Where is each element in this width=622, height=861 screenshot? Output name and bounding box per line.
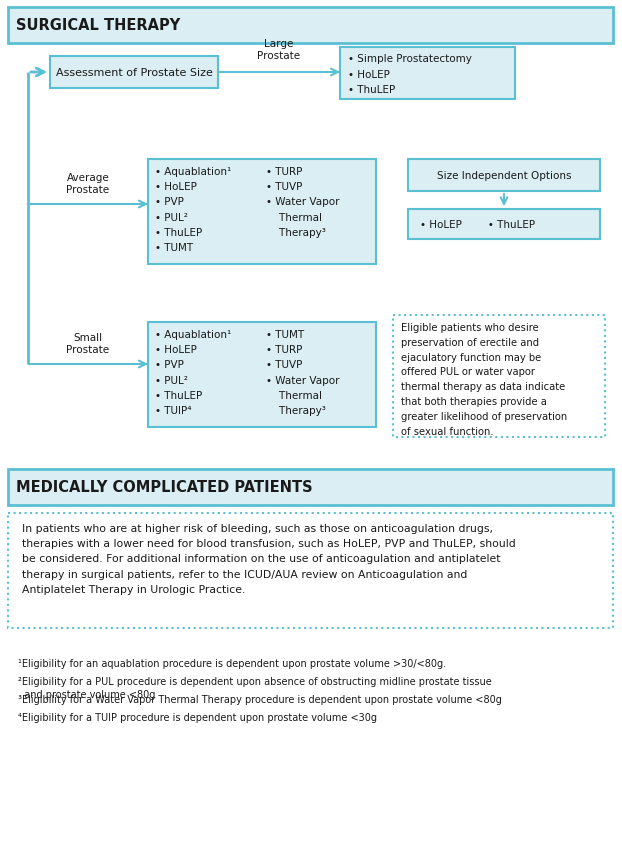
Text: • Simple Prostatectomy
• HoLEP
• ThuLEP: • Simple Prostatectomy • HoLEP • ThuLEP [348,54,472,95]
Text: • TUMT
• TURP
• TUVP
• Water Vapor
    Thermal
    Therapy³: • TUMT • TURP • TUVP • Water Vapor Therm… [266,330,340,416]
FancyBboxPatch shape [393,316,605,437]
FancyBboxPatch shape [340,48,515,100]
FancyBboxPatch shape [50,57,218,89]
Text: ¹Eligibility for an aquablation procedure is dependent upon prostate volume >30/: ¹Eligibility for an aquablation procedur… [18,659,446,668]
Text: MEDICALLY COMPLICATED PATIENTS: MEDICALLY COMPLICATED PATIENTS [16,480,313,495]
FancyBboxPatch shape [148,323,376,428]
Text: Average
Prostate: Average Prostate [67,173,109,195]
FancyBboxPatch shape [8,469,613,505]
Text: Assessment of Prostate Size: Assessment of Prostate Size [55,68,213,77]
FancyBboxPatch shape [408,160,600,192]
FancyBboxPatch shape [408,210,600,239]
Text: Size Independent Options: Size Independent Options [437,170,571,181]
Text: ⁴Eligibility for a TUIP procedure is dependent upon prostate volume <30g: ⁴Eligibility for a TUIP procedure is dep… [18,712,377,722]
Text: SURGICAL THERAPY: SURGICAL THERAPY [16,18,180,34]
Text: Eligible patients who desire
preservation of erectile and
ejaculatory function m: Eligible patients who desire preservatio… [401,323,567,436]
Text: • Aquablation¹
• HoLEP
• PVP
• PUL²
• ThuLEP
• TUIP⁴: • Aquablation¹ • HoLEP • PVP • PUL² • Th… [155,330,231,416]
FancyBboxPatch shape [8,513,613,629]
FancyBboxPatch shape [148,160,376,264]
Text: • HoLEP        • ThuLEP: • HoLEP • ThuLEP [420,220,535,230]
Text: ³Eligibility for a Water Vapor Thermal Therapy procedure is dependent upon prost: ³Eligibility for a Water Vapor Thermal T… [18,694,502,704]
Text: • Aquablation¹
• HoLEP
• PVP
• PUL²
• ThuLEP
• TUMT: • Aquablation¹ • HoLEP • PVP • PUL² • Th… [155,167,231,253]
FancyBboxPatch shape [8,8,613,44]
Text: Small
Prostate: Small Prostate [67,333,109,355]
Text: ²Eligibility for a PUL procedure is dependent upon absence of obstructing midlin: ²Eligibility for a PUL procedure is depe… [18,676,492,699]
Text: • TURP
• TUVP
• Water Vapor
    Thermal
    Therapy³: • TURP • TUVP • Water Vapor Thermal Ther… [266,167,340,238]
Text: Large
Prostate: Large Prostate [258,40,300,61]
Text: In patients who are at higher risk of bleeding, such as those on anticoagulation: In patients who are at higher risk of bl… [22,523,516,594]
